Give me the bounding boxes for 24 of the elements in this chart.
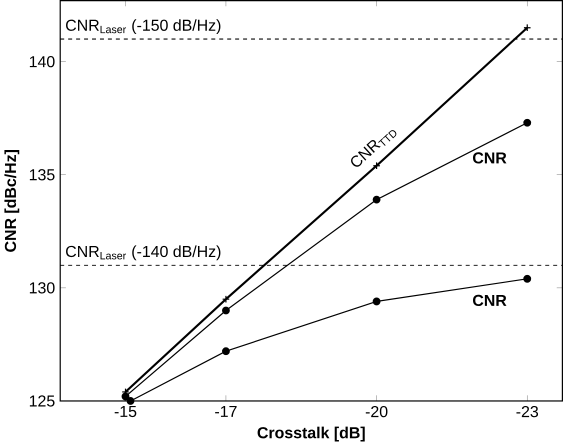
point [372, 298, 380, 306]
y-tick-label: 130 [30, 282, 55, 294]
x-axis-title: Crosstalk [dB] [258, 426, 365, 442]
series-label: CNR [472, 152, 506, 164]
point [222, 295, 230, 304]
x-tick-label: -20 [366, 406, 388, 418]
point [222, 347, 230, 356]
point [372, 196, 380, 204]
point [523, 118, 532, 127]
point [523, 274, 532, 283]
point [122, 392, 130, 400]
ref-line-label: CNR$_{Laser}$ (-150 dB/Hz) [66, 19, 220, 34]
point [523, 24, 532, 32]
y-tick-label: 140 [30, 56, 55, 68]
series-label: CNR [472, 294, 506, 306]
x-tick-label: -17 [215, 406, 237, 417]
y-axis-title: CNR [dBc/Hz] [4, 150, 20, 252]
point [222, 306, 230, 314]
ref-line-label: CNR$_{Laser}$ (-140 dB/Hz) [66, 245, 220, 260]
point [126, 397, 134, 405]
x-tick-label: -15 [114, 406, 136, 418]
x-tick-label: -23 [516, 406, 538, 418]
y-tick-label: 135 [30, 169, 55, 180]
y-tick-label: 125 [30, 395, 55, 407]
